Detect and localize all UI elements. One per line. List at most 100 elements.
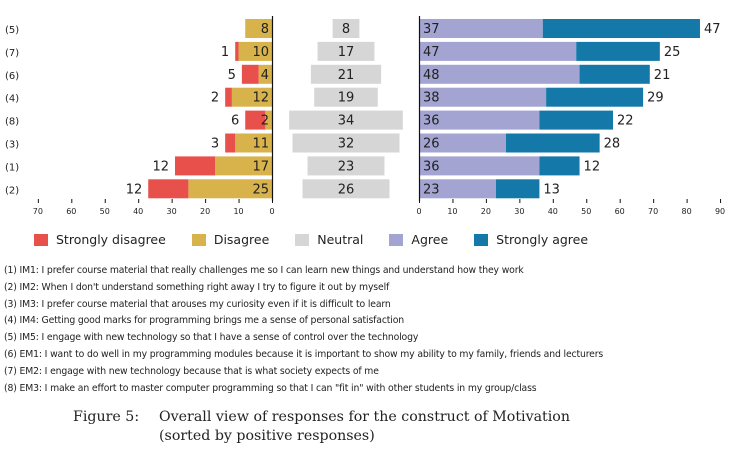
bar-disagree: [231, 87, 272, 107]
bar-strongly-disagree: [245, 110, 266, 130]
label-agree: 47: [423, 45, 440, 60]
category-label: (1): [5, 162, 19, 173]
bar-disagree: [245, 19, 272, 38]
bar-neutral: [302, 179, 390, 199]
figure-caption: Figure 5: Overall view of responses for …: [73, 408, 570, 446]
bar-strongly-disagree: [225, 133, 236, 153]
bar-strongly-agree: [495, 179, 540, 199]
legend-swatch: [295, 233, 310, 246]
label-agree: 36: [423, 114, 440, 129]
label-disagree: 2: [261, 114, 269, 129]
label-disagree: 12: [252, 91, 269, 106]
item-description: (6) EM1: I want to do well in my program…: [4, 348, 604, 360]
left-axis-tick-label: 60: [66, 207, 76, 216]
bar-disagree: [235, 133, 272, 153]
legend: Strongly disagree Disagree Neutral Agree…: [34, 232, 614, 247]
legend-swatch: [474, 233, 489, 246]
item-description: (4) IM4: Getting good marks for programm…: [4, 315, 405, 327]
category-label: (2): [5, 185, 19, 196]
right-axis-tick-label: 30: [514, 207, 524, 216]
legend-item-agree: Agree: [389, 232, 448, 247]
bar-disagree: [188, 179, 272, 199]
label-neutral: 19: [338, 91, 355, 106]
right-axis-tick-label: 0: [416, 207, 421, 216]
bar-strongly-agree: [539, 110, 614, 130]
bar-neutral: [289, 110, 403, 130]
legend-item-disagree: Disagree: [191, 232, 270, 247]
label-strongly-agree: 22: [617, 114, 634, 129]
category-label: (8): [5, 117, 19, 128]
label-agree: 23: [423, 182, 440, 197]
bar-agree: [419, 19, 543, 38]
category-label: (6): [5, 71, 19, 82]
label-strongly-agree: 12: [584, 159, 601, 174]
right-axis-tick-label: 40: [548, 207, 558, 216]
label-strongly-disagree: 12: [152, 159, 169, 174]
item-descriptions: (1) IM1: I prefer course material that r…: [4, 263, 603, 397]
label-neutral: 17: [338, 45, 355, 60]
label-neutral: 8: [342, 22, 350, 37]
label-strongly-agree: 29: [647, 91, 664, 106]
bar-disagree: [258, 64, 272, 84]
left-axis-tick-label: 30: [167, 207, 177, 216]
label-neutral: 32: [338, 137, 355, 152]
likert-chart: (5) 8 8 37 47 (7) 10 1 17 47 25 (6) 4 5 21 48 21 (4) 12 2 19…: [5, 16, 725, 216]
legend-label: Strongly disagree: [56, 232, 166, 247]
bar-agree: [419, 133, 506, 153]
category-label: (7): [5, 48, 19, 59]
bar-strongly-agree: [542, 19, 700, 38]
left-axis-tick-label: 40: [133, 207, 143, 216]
caption-spacer: [73, 427, 159, 446]
right-axis-tick-label: 50: [581, 207, 591, 216]
bar-neutral: [292, 133, 400, 153]
bar-strongly-agree: [546, 87, 644, 107]
left-axis-tick-label: 0: [269, 207, 274, 216]
item-description: (7) EM2: I engage with new technology be…: [4, 365, 379, 377]
label-disagree: 11: [252, 137, 269, 152]
bar-neutral: [310, 64, 382, 84]
bar-agree: [419, 41, 577, 61]
label-agree: 48: [423, 68, 440, 83]
label-disagree: 17: [252, 159, 269, 174]
legend-item-neutral: Neutral: [295, 232, 363, 247]
item-description: (1) IM1: I prefer course material that r…: [4, 265, 524, 276]
label-strongly-disagree: 1: [221, 45, 229, 60]
label-strongly-disagree: 5: [228, 68, 236, 83]
item-description: (5) IM5: I engage with new technology so…: [4, 332, 419, 344]
bar-agree: [419, 179, 496, 199]
bar-strongly-disagree: [174, 156, 216, 176]
bar-strongly-agree: [505, 133, 600, 153]
bar-neutral: [317, 41, 375, 61]
right-axis-tick-label: 90: [715, 207, 725, 216]
item-description: (2) IM2: When I don't understand somethi…: [4, 281, 390, 293]
category-label: (5): [5, 25, 19, 36]
label-neutral: 23: [338, 159, 355, 174]
caption-line-1: Overall view of responses for the constr…: [159, 409, 570, 425]
legend-label: Disagree: [213, 232, 270, 247]
category-label: (3): [5, 140, 19, 151]
bar-strongly-disagree: [235, 41, 239, 61]
label-strongly-disagree: 6: [231, 114, 239, 129]
bar-agree: [419, 64, 580, 84]
label-strongly-agree: 25: [664, 45, 681, 60]
label-neutral: 26: [338, 182, 355, 197]
legend-item-strongly-agree: Strongly agree: [474, 232, 588, 247]
right-axis-tick-label: 60: [615, 207, 625, 216]
right-axis-tick-label: 80: [682, 207, 692, 216]
legend-label: Strongly agree: [496, 232, 589, 247]
bar-disagree: [265, 110, 272, 130]
bar-disagree: [215, 156, 272, 176]
item-description: (3) IM3: I prefer course material that a…: [4, 298, 391, 310]
category-label: (4): [5, 94, 19, 105]
legend-label: Agree: [411, 232, 449, 247]
bar-agree: [419, 87, 547, 107]
caption-line-2: (sorted by positive responses): [159, 428, 375, 444]
bar-neutral: [332, 19, 360, 38]
bar-strongly-agree: [576, 41, 660, 61]
label-strongly-disagree: 3: [211, 137, 219, 152]
label-neutral: 21: [338, 68, 355, 83]
bar-agree: [419, 156, 540, 176]
label-strongly-disagree: 12: [126, 182, 143, 197]
label-agree: 38: [423, 91, 440, 106]
bar-strongly-agree: [539, 156, 580, 176]
